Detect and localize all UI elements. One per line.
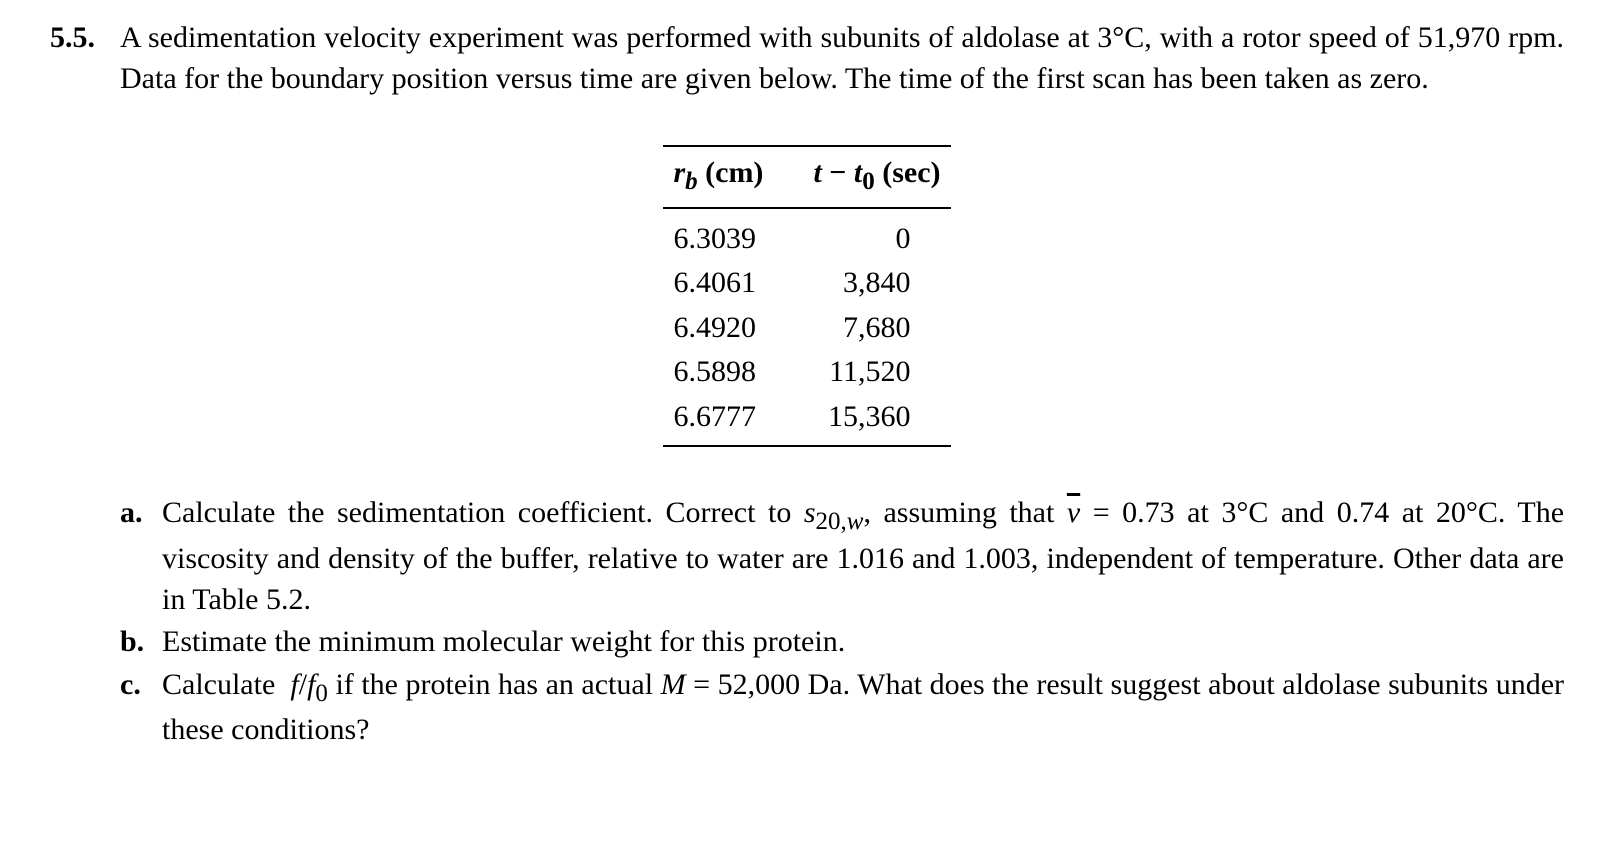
column-header-rb: rb (cm) [663,146,803,208]
table-row: 6.6777 15,360 [663,395,950,447]
problem-number: 5.5. [50,18,120,59]
part-label-c: c. [120,665,162,706]
part-label-a: a. [120,493,162,534]
cell-rb: 6.5898 [663,350,803,395]
part-text-c: Calculate f/f0 if the protein has an act… [162,665,1564,751]
subparts: a. Calculate the sedimentation coefficie… [120,493,1564,751]
problem-statement: A sedimentation velocity experiment was … [120,18,1564,99]
part-c: c. Calculate f/f0 if the protein has an … [120,665,1564,751]
part-text-b: Estimate the minimum molecular weight fo… [162,622,1564,663]
cell-t: 3,840 [803,261,950,306]
table-row: 6.5898 11,520 [663,350,950,395]
part-a: a. Calculate the sedimentation coefficie… [120,493,1564,620]
table-row: 6.4061 3,840 [663,261,950,306]
page: 5.5. A sedimentation velocity experiment… [0,0,1614,866]
table-header-row: rb (cm) t − t0 (sec) [663,146,950,208]
cell-t: 11,520 [803,350,950,395]
column-header-t: t − t0 (sec) [803,146,950,208]
data-table-container: rb (cm) t − t0 (sec) 6.3039 0 6.4061 3,8… [50,145,1564,447]
table-row: 6.4920 7,680 [663,306,950,351]
cell-rb: 6.3039 [663,208,803,262]
part-b: b. Estimate the minimum molecular weight… [120,622,1564,663]
cell-t: 15,360 [803,395,950,447]
cell-t: 7,680 [803,306,950,351]
data-table: rb (cm) t − t0 (sec) 6.3039 0 6.4061 3,8… [663,145,950,447]
part-label-b: b. [120,622,162,663]
table-row: 6.3039 0 [663,208,950,262]
cell-t: 0 [803,208,950,262]
problem-block: 5.5. A sedimentation velocity experiment… [50,18,1564,99]
cell-rb: 6.4061 [663,261,803,306]
part-text-a: Calculate the sedimentation coefficient.… [162,493,1564,620]
cell-rb: 6.6777 [663,395,803,447]
cell-rb: 6.4920 [663,306,803,351]
